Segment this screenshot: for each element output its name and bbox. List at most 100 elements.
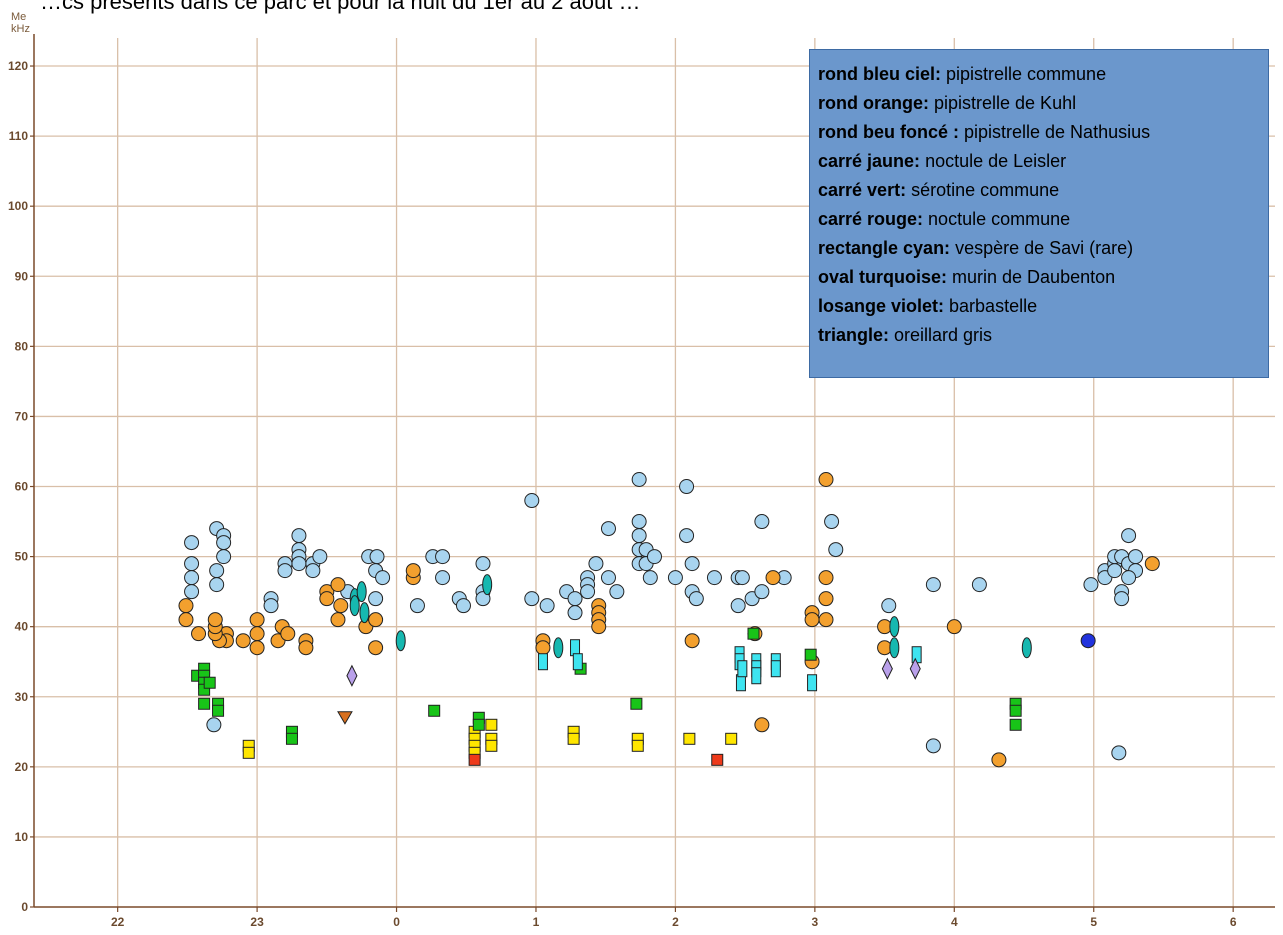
top-caption: …cs présents dans ce parc et pour la nui… <box>0 0 1283 30</box>
circle-point <box>539 598 555 614</box>
series-vespère-de-savi-rare- <box>537 639 922 692</box>
series-noctule-de-leisler <box>242 718 738 759</box>
circle-point <box>925 738 941 754</box>
square-point <box>203 676 216 689</box>
circle-point <box>588 556 604 572</box>
circle-point <box>184 570 200 586</box>
y-tick-label: 70 <box>15 409 29 423</box>
circle-point <box>684 633 700 649</box>
circle-point <box>580 584 596 600</box>
legend: rond bleu ciel: pipistrelle commune rond … <box>809 49 1269 378</box>
oval-point <box>356 581 367 603</box>
legend-key: oval turquoise: <box>818 267 948 287</box>
circle-point <box>191 626 207 642</box>
circle-point <box>946 619 962 635</box>
circle-point <box>455 598 471 614</box>
square-point <box>683 732 696 745</box>
circle-point <box>600 521 616 537</box>
circle-point <box>828 542 844 558</box>
circle-point <box>312 549 328 565</box>
legend-item: triangle: oreillard gris <box>818 321 1260 350</box>
series-pipistrelle-de-nathusius <box>1080 633 1096 649</box>
square-point <box>804 648 817 661</box>
circle-point <box>881 598 897 614</box>
legend-item: rond beu foncé : pipistrelle de Nathusiu… <box>818 118 1260 147</box>
circle-point <box>765 570 781 586</box>
legend-desc: noctule commune <box>923 209 1071 229</box>
oval-point <box>553 637 564 659</box>
circle-point <box>631 514 647 530</box>
circle-point <box>368 640 384 656</box>
circle-point <box>524 493 540 509</box>
legend-desc: pipistrelle de Nathusius <box>959 122 1151 142</box>
circle-point <box>754 717 770 733</box>
y-tick-label: 10 <box>15 830 29 844</box>
x-tick-label: 3 <box>812 915 819 929</box>
diamond-point <box>909 657 921 680</box>
circle-point <box>333 598 349 614</box>
circle-point <box>209 577 225 593</box>
circle-point <box>631 472 647 488</box>
circle-point <box>647 549 662 565</box>
legend-desc: barbastelle <box>944 296 1038 316</box>
oval-point <box>349 595 360 617</box>
y-axis-label-top: Me <box>11 11 26 23</box>
circle-point <box>818 591 834 607</box>
circle-point <box>319 591 335 607</box>
square-point <box>472 718 485 731</box>
oval-point <box>889 637 900 659</box>
circle-point <box>925 577 941 593</box>
legend-desc: oreillard gris <box>889 325 993 345</box>
grid <box>34 38 1275 907</box>
circle-point <box>535 640 551 656</box>
circle-point <box>330 577 346 593</box>
circle-point <box>216 535 232 551</box>
y-tick-label: 50 <box>15 550 29 564</box>
y-tick-label: 120 <box>8 59 28 73</box>
circle-point <box>591 619 607 635</box>
diamond-point <box>881 657 893 680</box>
circle-point <box>1080 633 1096 649</box>
circle-point <box>475 591 491 607</box>
oval-point <box>889 616 900 638</box>
series-noctule-commune <box>468 753 724 766</box>
rect-point <box>537 653 548 671</box>
x-tick-label: 6 <box>1230 915 1237 929</box>
y-tick-label: 20 <box>15 760 29 774</box>
circle-point <box>249 612 265 628</box>
y-tick-label: 90 <box>15 269 29 283</box>
legend-item: losange violet: barbastelle <box>818 292 1260 321</box>
circle-point <box>818 472 834 488</box>
x-tick-label: 23 <box>250 915 264 929</box>
circle-point <box>706 570 722 586</box>
square-point <box>468 753 481 766</box>
circle-point <box>298 640 314 656</box>
diamond-point <box>346 664 358 687</box>
circle-point <box>368 591 384 607</box>
y-tick-label: 110 <box>9 129 29 143</box>
legend-item: rond orange: pipistrelle de Kuhl <box>818 89 1260 118</box>
circle-point <box>631 528 647 544</box>
legend-item: rond bleu ciel: pipistrelle commune <box>818 60 1260 89</box>
circle-point <box>734 570 750 586</box>
circle-point <box>730 598 746 614</box>
y-tick-labels: 0 10 20 30 40 50 60 70 80 90 100 110 120 <box>8 59 28 914</box>
circle-point <box>684 556 700 572</box>
circle-point <box>435 549 451 565</box>
circle-point <box>330 612 346 628</box>
rect-point <box>911 646 922 664</box>
x-tick-label: 0 <box>393 915 400 929</box>
square-point <box>630 697 643 710</box>
legend-key: rond beu foncé : <box>818 122 959 142</box>
circle-point <box>1121 528 1137 544</box>
circle-point <box>369 549 385 565</box>
square-point <box>485 739 498 752</box>
x-tick-labels: 22 23 0 1 2 3 4 5 6 <box>111 915 1237 929</box>
series-pipistrelle-de-kuhl <box>178 472 1160 768</box>
circle-point <box>1083 577 1099 593</box>
circle-point <box>754 514 770 530</box>
triangle-point <box>337 711 353 725</box>
square-point <box>198 697 211 710</box>
square-point <box>285 732 298 745</box>
circle-point <box>305 563 321 579</box>
